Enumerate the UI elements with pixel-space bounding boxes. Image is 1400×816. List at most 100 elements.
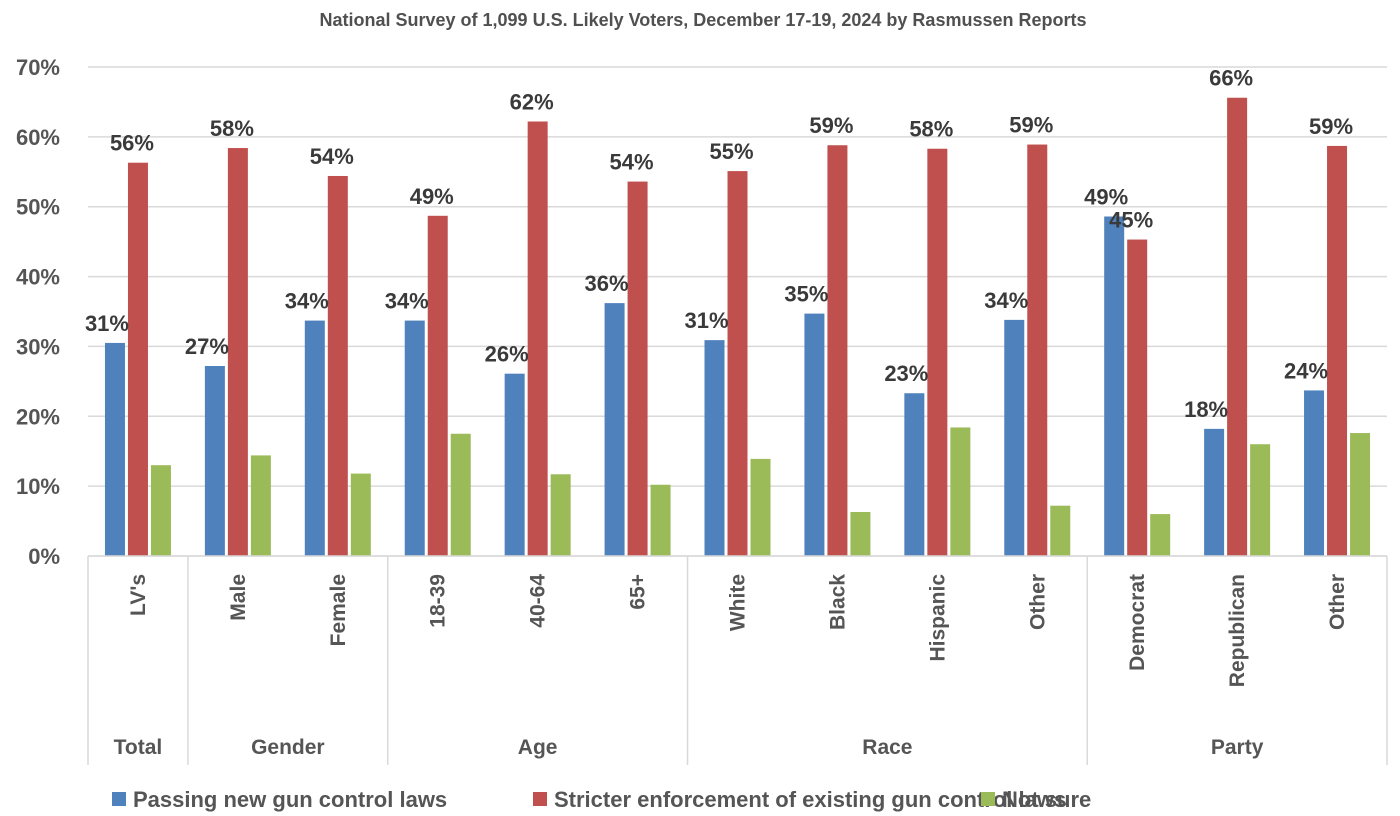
bar-2 xyxy=(950,427,971,556)
bar-1 xyxy=(527,121,548,556)
data-label: 34% xyxy=(285,289,329,314)
data-label: 66% xyxy=(1209,66,1253,91)
y-tick-label: 50% xyxy=(16,195,60,220)
category-label: 40-64 xyxy=(527,574,550,628)
bar-0 xyxy=(1304,390,1325,556)
bar-2 xyxy=(450,433,471,556)
category-label: 18-39 xyxy=(427,574,450,628)
bar-2 xyxy=(850,511,871,556)
bar-0 xyxy=(804,313,825,556)
bar-0 xyxy=(504,373,525,556)
bar-0 xyxy=(1104,216,1125,556)
bar-2 xyxy=(750,458,771,556)
legend: Passing new gun control laws Stricter enf… xyxy=(112,787,1091,812)
category-label: Black xyxy=(826,574,849,630)
legend-label: Not sure xyxy=(1002,787,1091,812)
group-label: Gender xyxy=(251,736,325,759)
bar-1 xyxy=(1027,144,1048,556)
data-label: 31% xyxy=(85,311,129,336)
data-label: 24% xyxy=(1284,358,1328,383)
y-tick-label: 10% xyxy=(16,474,60,499)
bar-2 xyxy=(250,455,271,556)
y-tick-label: 60% xyxy=(16,125,60,150)
x-axis: LV's Male Female 18-39 40-64 65+ White Black His… xyxy=(87,555,1388,765)
data-label: 56% xyxy=(110,131,154,156)
bar-1 xyxy=(227,148,248,556)
bar-1 xyxy=(927,148,948,557)
bar-0 xyxy=(304,320,325,556)
bar-2 xyxy=(1350,433,1371,556)
category-label: White xyxy=(727,574,750,631)
category-label: Democrat xyxy=(1126,574,1149,671)
bar-0 xyxy=(1204,428,1225,556)
data-label: 49% xyxy=(410,184,454,209)
data-label: 34% xyxy=(385,289,429,314)
data-label: 59% xyxy=(1309,114,1353,139)
data-labels: 31% 56% 27% 58% 34% 54% 34% 49% 26% 62% 36% 54% 31% 5… xyxy=(85,66,1353,422)
group-label: Race xyxy=(862,736,912,759)
bar-2 xyxy=(550,474,571,556)
bar-0 xyxy=(1004,319,1025,556)
data-label: 26% xyxy=(485,342,529,367)
bar-1 xyxy=(727,171,748,556)
category-label: Female xyxy=(327,574,350,646)
y-tick-label: 40% xyxy=(16,265,60,290)
data-label: 23% xyxy=(884,361,928,386)
y-tick-label: 20% xyxy=(16,404,60,429)
data-label: 58% xyxy=(909,117,953,142)
data-label: 55% xyxy=(709,139,753,164)
category-label: LV's xyxy=(127,574,150,616)
bar-1 xyxy=(627,181,648,556)
bar-1 xyxy=(1327,145,1348,556)
legend-label: Passing new gun control laws xyxy=(133,787,447,812)
bar-0 xyxy=(704,340,725,556)
bar-2 xyxy=(1150,514,1171,556)
data-label: 54% xyxy=(310,144,354,169)
data-label: 18% xyxy=(1184,397,1228,422)
bar-2 xyxy=(1050,505,1071,556)
bar-1 xyxy=(327,175,348,556)
chart-title: National Survey of 1,099 U.S. Likely Vot… xyxy=(319,10,1086,30)
data-label: 27% xyxy=(185,334,229,359)
legend-label: Stricter enforcement of existing gun con… xyxy=(554,787,1066,812)
y-tick-label: 70% xyxy=(16,55,60,80)
legend-swatch xyxy=(112,792,126,806)
category-label: Hispanic xyxy=(926,574,949,662)
category-label: Other xyxy=(1326,574,1349,630)
group-label: Age xyxy=(518,736,558,759)
category-label: Male xyxy=(227,574,250,621)
bar-2 xyxy=(350,473,371,556)
bar-0 xyxy=(904,393,925,556)
category-label: Republican xyxy=(1226,574,1249,687)
data-label: 36% xyxy=(585,271,629,296)
category-label: Other xyxy=(1026,574,1049,630)
data-label: 58% xyxy=(210,116,254,141)
data-label: 35% xyxy=(784,282,828,307)
bar-2 xyxy=(650,484,671,556)
bar-2 xyxy=(1250,444,1271,556)
legend-swatch xyxy=(981,792,995,806)
data-label: 31% xyxy=(684,308,728,333)
data-label: 54% xyxy=(610,150,654,175)
bar-0 xyxy=(204,365,225,556)
data-label: 59% xyxy=(809,113,853,138)
data-label: 49% xyxy=(1084,184,1128,209)
bar-1 xyxy=(1127,239,1148,556)
bar-0 xyxy=(604,303,625,556)
data-label: 62% xyxy=(510,89,554,114)
bar-1 xyxy=(827,145,848,557)
data-label: 34% xyxy=(984,288,1028,313)
group-label: Total xyxy=(114,736,163,759)
y-tick-label: 30% xyxy=(16,334,60,359)
bar-0 xyxy=(104,342,125,556)
bar-2 xyxy=(150,465,171,556)
group-label: Party xyxy=(1211,736,1264,759)
y-axis-ticks: 0% 10% 20% 30% 40% 50% 60% 70% xyxy=(16,55,60,569)
bars xyxy=(104,97,1371,557)
data-label: 45% xyxy=(1109,208,1153,233)
data-label: 59% xyxy=(1009,113,1053,138)
y-tick-label: 0% xyxy=(28,544,60,569)
bar-1 xyxy=(1227,97,1248,556)
bar-1 xyxy=(127,162,148,556)
